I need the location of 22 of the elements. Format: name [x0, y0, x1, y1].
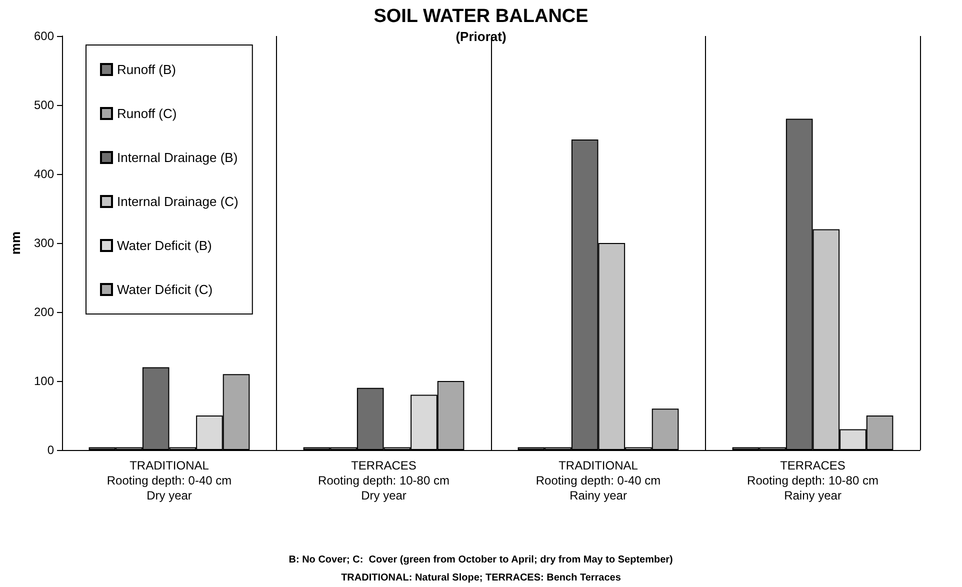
y-tick-label: 600	[34, 29, 54, 43]
chart-title: SOIL WATER BALANCE	[374, 6, 588, 27]
legend-label: Internal Drainage (C)	[117, 194, 238, 209]
legend-label: Water Deficit (B)	[117, 238, 212, 253]
legend-label: Water Déficit (C)	[117, 282, 213, 297]
y-tick-label: 300	[34, 236, 54, 250]
y-tick-label: 500	[34, 98, 54, 112]
y-tick-label: 0	[47, 443, 54, 457]
y-tick-label: 200	[34, 305, 54, 319]
x-tick-label: TRADITIONAL Rooting depth: 0-40 cm Dry year	[106, 458, 232, 502]
x-tick-label: TERRACES Rooting depth: 10-80 cm Rainy year	[747, 458, 878, 502]
legend-label: Runoff (B)	[117, 62, 176, 77]
chart-subtitle: (Priorat)	[456, 29, 506, 44]
y-axis-title: mm	[8, 231, 23, 255]
x-tick-label: TERRACES Rooting depth: 10-80 cm Dry year	[318, 458, 450, 502]
y-tick-label: 400	[34, 167, 54, 181]
text: B: No Cover; C: Cover (green from October to April; dry from May to September)	[288, 554, 673, 566]
text: TRADITIONAL: Natural Slope; TERRACES: Bench Terraces	[341, 572, 622, 584]
legend-label: Runoff (C)	[117, 106, 177, 121]
y-tick-label: 100	[34, 374, 54, 388]
legend-label: Internal Drainage (B)	[117, 150, 238, 165]
x-tick-label: TRADITIONAL Rooting depth: 0-40 cm Rainy year	[536, 458, 661, 502]
